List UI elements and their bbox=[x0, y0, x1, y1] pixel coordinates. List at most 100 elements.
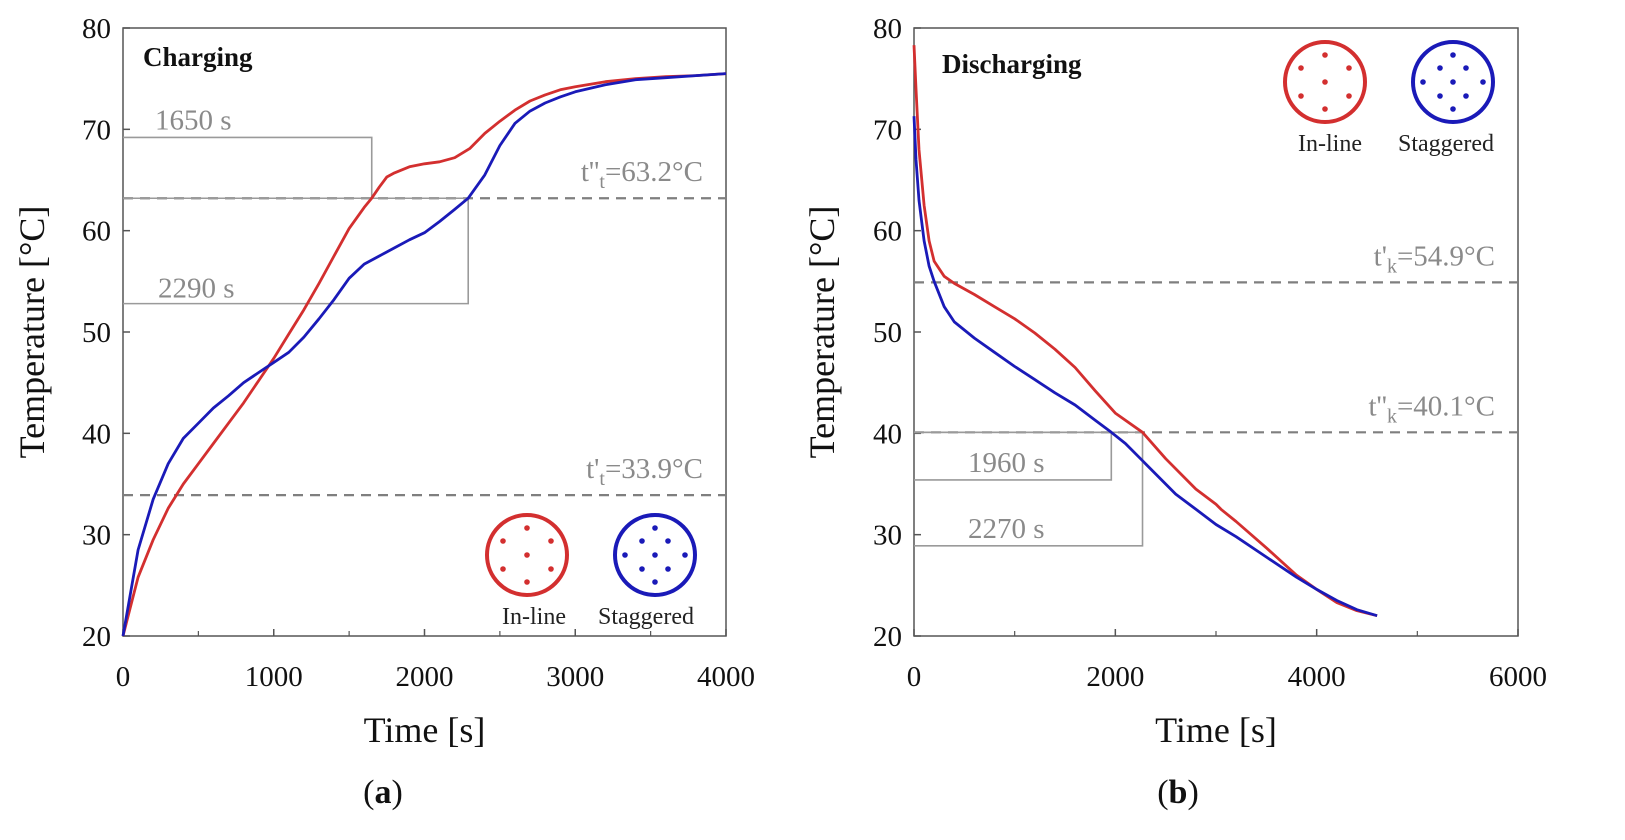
threshold-label-value: =63.2°C bbox=[605, 156, 703, 188]
threshold-label: t''t=63.2°C bbox=[581, 156, 703, 193]
tube-dot bbox=[1463, 65, 1469, 71]
x-tick-label: 1000 bbox=[245, 661, 303, 693]
tube-circle bbox=[485, 513, 569, 597]
tube-circle bbox=[1283, 40, 1367, 124]
caption-open: ( bbox=[363, 774, 374, 811]
threshold-label-symbol: t'' bbox=[581, 156, 600, 188]
threshold-label-value: =33.9°C bbox=[605, 453, 703, 485]
time-marker-box bbox=[123, 197, 470, 305]
tube-dot bbox=[500, 566, 506, 572]
y-tick-label: 80 bbox=[82, 13, 111, 45]
tube-dot bbox=[1450, 52, 1456, 58]
threshold-label: t't=33.9°C bbox=[586, 453, 703, 490]
series-line-staggered bbox=[912, 116, 1378, 618]
caption-open: ( bbox=[1157, 774, 1168, 811]
time-marker-label: 1960 s bbox=[968, 447, 1045, 479]
tube-dot bbox=[1298, 65, 1304, 71]
tube-circle bbox=[613, 513, 697, 597]
y-tick-label: 20 bbox=[82, 621, 111, 653]
tube-dot bbox=[1450, 79, 1456, 85]
y-tick-label: 80 bbox=[873, 13, 902, 45]
tube-dot bbox=[1437, 65, 1443, 71]
chart-title: Discharging bbox=[942, 49, 1082, 79]
x-axis-label: Time [s] bbox=[1155, 710, 1277, 750]
caption-close: ) bbox=[1187, 774, 1198, 811]
legend-label: Staggered bbox=[1398, 131, 1494, 157]
caption-close: ) bbox=[392, 774, 403, 811]
time-marker-box bbox=[123, 136, 373, 200]
x-tick-label: 2000 bbox=[1086, 661, 1144, 693]
tube-dot bbox=[639, 538, 645, 544]
in-line-tube-icon bbox=[1283, 40, 1367, 124]
staggered-tube-icon bbox=[1411, 40, 1495, 124]
tube-dot bbox=[682, 552, 688, 558]
tube-dot bbox=[639, 566, 645, 572]
y-tick-label: 40 bbox=[873, 418, 902, 450]
caption-letter: b bbox=[1169, 774, 1188, 811]
in-line-tube-icon bbox=[485, 513, 569, 597]
tube-dot bbox=[524, 579, 530, 585]
chart-panel-a: 20 30 40 50 60 70 80 0 1000 2000 3000 4000 Time [s] T… bbox=[12, 13, 755, 811]
tube-dot bbox=[1322, 106, 1328, 112]
tube-dot bbox=[665, 566, 671, 572]
tube-dot bbox=[524, 552, 530, 558]
threshold-label-value: =54.9°C bbox=[1397, 240, 1495, 272]
threshold-label-subscript: t bbox=[599, 171, 605, 193]
y-tick-label: 70 bbox=[82, 114, 111, 146]
y-tick-label: 50 bbox=[82, 317, 111, 349]
legend-label: In-line bbox=[1298, 131, 1362, 157]
tube-dot bbox=[1322, 52, 1328, 58]
threshold-label-subscript: t bbox=[599, 468, 605, 490]
y-tick-label: 30 bbox=[82, 520, 111, 552]
panel-caption: (a) bbox=[363, 774, 403, 811]
threshold-label-symbol: t'' bbox=[1368, 390, 1387, 422]
y-tick-label: 20 bbox=[873, 621, 902, 653]
time-marker-label: 2270 s bbox=[968, 513, 1045, 545]
x-tick-label: 3000 bbox=[546, 661, 604, 693]
threshold-label-symbol: t' bbox=[1374, 240, 1387, 272]
y-tick-label: 30 bbox=[873, 520, 902, 552]
tube-dot bbox=[1463, 93, 1469, 99]
threshold-label: t''k=40.1°C bbox=[1368, 390, 1495, 427]
tube-dot bbox=[1420, 79, 1426, 85]
caption-letter: a bbox=[375, 774, 392, 811]
tube-dot bbox=[1322, 79, 1328, 85]
x-tick-label: 2000 bbox=[396, 661, 454, 693]
tube-dot bbox=[652, 525, 658, 531]
tube-dot bbox=[548, 566, 554, 572]
y-axis-label: Temperature [°C] bbox=[802, 206, 842, 459]
y-axis-label: Temperature [°C] bbox=[12, 206, 52, 459]
tube-dot bbox=[1298, 93, 1304, 99]
y-tick-label: 60 bbox=[82, 216, 111, 248]
tube-dot bbox=[652, 579, 658, 585]
panel-caption: (b) bbox=[1157, 774, 1199, 811]
time-marker-label: 1650 s bbox=[155, 104, 232, 136]
y-tick-label: 40 bbox=[82, 418, 111, 450]
tube-dot bbox=[622, 552, 628, 558]
tube-dot bbox=[548, 538, 554, 544]
time-marker-box bbox=[914, 431, 1144, 547]
threshold-label-subscript: k bbox=[1387, 255, 1397, 277]
legend-label: Staggered bbox=[598, 604, 694, 630]
threshold-label-value: =40.1°C bbox=[1397, 390, 1495, 422]
tube-dot bbox=[1450, 106, 1456, 112]
y-tick-label: 60 bbox=[873, 216, 902, 248]
x-tick-label: 4000 bbox=[1288, 661, 1346, 693]
y-tick-label: 50 bbox=[873, 317, 902, 349]
staggered-tube-icon bbox=[613, 513, 697, 597]
x-axis-label: Time [s] bbox=[364, 710, 486, 750]
tube-dot bbox=[500, 538, 506, 544]
tube-dot bbox=[1437, 93, 1443, 99]
x-tick-label: 6000 bbox=[1489, 661, 1547, 693]
threshold-label-subscript: k bbox=[1387, 405, 1397, 427]
legend-label: In-line bbox=[502, 604, 566, 630]
tube-dot bbox=[1480, 79, 1486, 85]
tube-dot bbox=[1346, 93, 1352, 99]
series-line-staggered bbox=[121, 72, 727, 637]
x-tick-label: 4000 bbox=[697, 661, 755, 693]
tube-dot bbox=[652, 552, 658, 558]
tube-dot bbox=[524, 525, 530, 531]
chart-title: Charging bbox=[143, 42, 253, 72]
threshold-label-symbol: t' bbox=[586, 453, 599, 485]
